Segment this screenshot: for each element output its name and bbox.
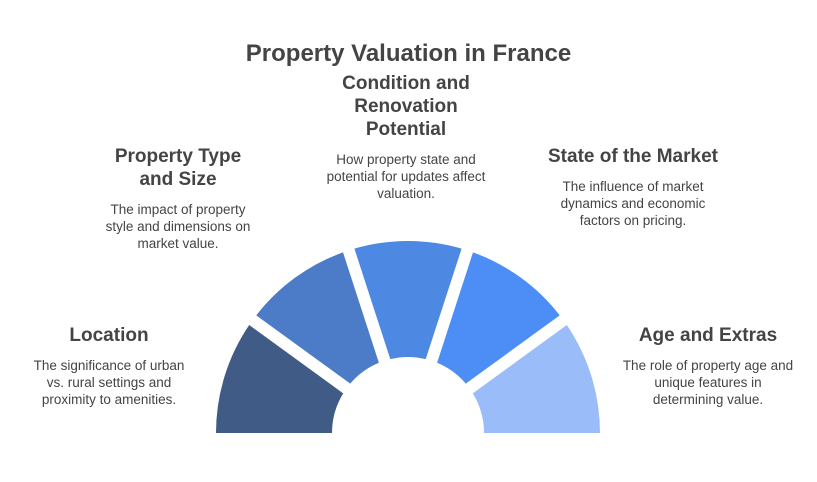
label-location: Location The significance of urban vs. r… [30, 324, 188, 408]
condition-heading: Condition and Renovation Potential [342, 73, 470, 140]
segment-age-extras [472, 325, 600, 433]
label-property-type: Property Type and Size The impact of pro… [98, 145, 258, 252]
property-type-heading: Property Type and Size [114, 146, 242, 190]
label-condition: Condition and Renovation Potential How p… [318, 72, 494, 202]
market-description: The influence of market dynamics and eco… [560, 179, 706, 228]
label-market: State of the Market The influence of mar… [548, 145, 718, 229]
segment-market [437, 252, 560, 384]
condition-description: How property state and potential for upd… [326, 152, 486, 201]
segment-condition [354, 241, 462, 360]
location-heading: Location [69, 325, 149, 346]
age-extras-description: The role of property age and unique feat… [622, 358, 794, 407]
label-age-extras: Age and Extras The role of property age … [620, 324, 796, 408]
segment-property-type [256, 252, 379, 384]
diagram-title: Property Valuation in France [245, 40, 572, 67]
market-heading: State of the Market [548, 146, 718, 167]
location-description: The significance of urban vs. rural sett… [33, 358, 185, 407]
age-extras-heading: Age and Extras [638, 325, 778, 346]
property-type-description: The impact of property style and dimensi… [105, 202, 251, 251]
segment-location [216, 325, 344, 433]
